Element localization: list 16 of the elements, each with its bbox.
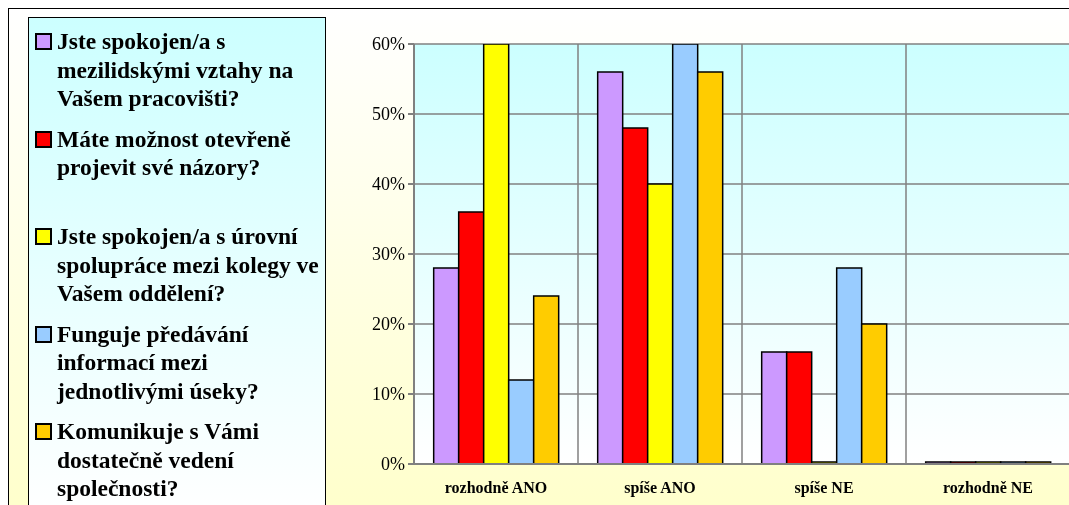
x-tick-label: spíše ANO: [624, 479, 696, 498]
y-tick-label: 40%: [372, 174, 405, 195]
x-tick-label: spíše NE: [794, 479, 854, 498]
legend-label: Jste spokojen/a s mezilidskými vztahy na Vašem pracovišti?: [57, 27, 295, 113]
y-tick-label: 0%: [381, 454, 405, 475]
y-tick-label: 10%: [372, 384, 405, 405]
x-tick-label: rozhodně ANO: [444, 479, 548, 497]
y-tick-label: 60%: [372, 34, 405, 55]
legend-label: Jste spokojen/a s úrovní spolupráce mezi kolegy ve Vašem oddělení?: [57, 222, 320, 308]
y-tick-label: 50%: [372, 104, 405, 125]
x-tick-label: rozhodně NE: [943, 479, 1033, 497]
legend-label: Funguje předávání informací mezi jednotlivými úseky?: [57, 319, 260, 405]
legend-label: Máte možnost otevřeně projevit své názory?: [57, 124, 292, 182]
legend-label: Komunikuje s Vámi dostatečně vedení společnosti?: [57, 417, 260, 503]
y-tick-label: 20%: [372, 314, 405, 335]
y-tick-label: 30%: [372, 244, 405, 265]
